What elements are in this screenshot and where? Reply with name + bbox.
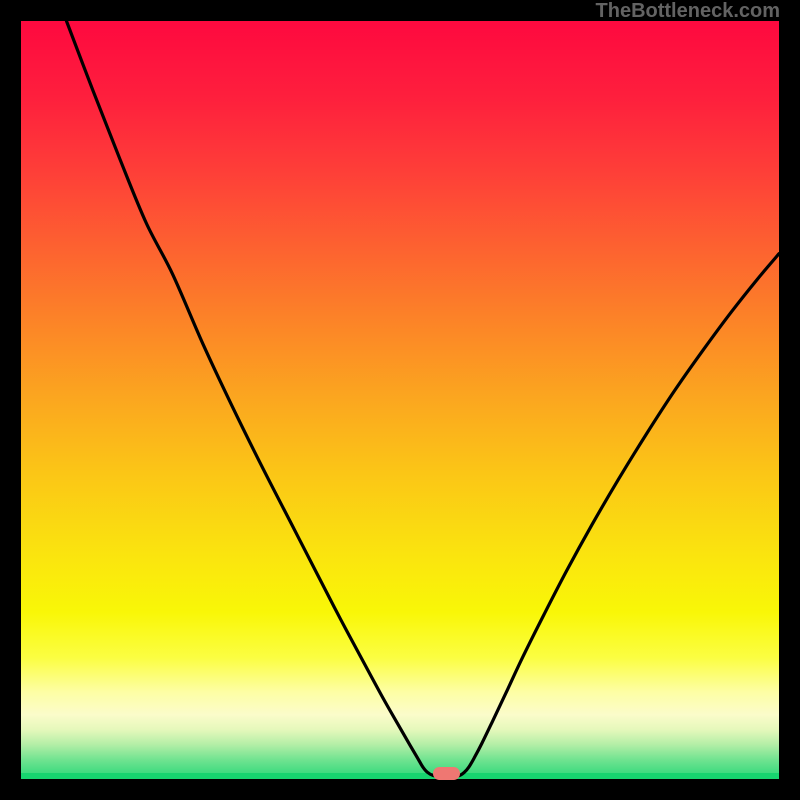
chart-curve <box>21 21 779 779</box>
attribution-watermark: TheBottleneck.com <box>596 0 780 23</box>
chart-minimum-marker <box>433 767 460 780</box>
